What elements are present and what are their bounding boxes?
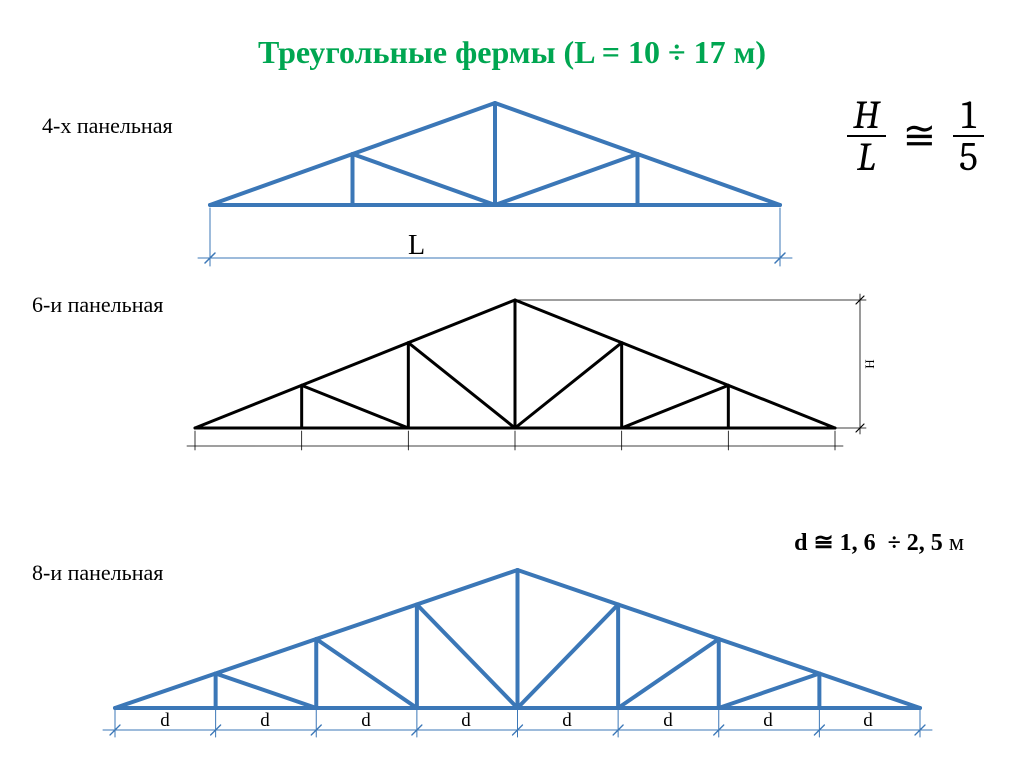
svg-text:d: d — [663, 710, 673, 731]
svg-text:d: d — [361, 710, 371, 731]
svg-text:d: d — [562, 710, 572, 731]
svg-text:d: d — [260, 710, 270, 731]
svg-text:d: d — [160, 710, 170, 731]
svg-text:d: d — [763, 710, 773, 731]
L-dim-label: L — [408, 230, 425, 262]
svg-text:d: d — [863, 710, 873, 731]
svg-text:H: H — [862, 359, 877, 368]
truss-4panel — [0, 0, 1024, 280]
svg-text:d: d — [461, 710, 471, 731]
truss-6panel: H — [0, 270, 1024, 470]
truss-8panel: dddddddd — [0, 540, 1024, 760]
